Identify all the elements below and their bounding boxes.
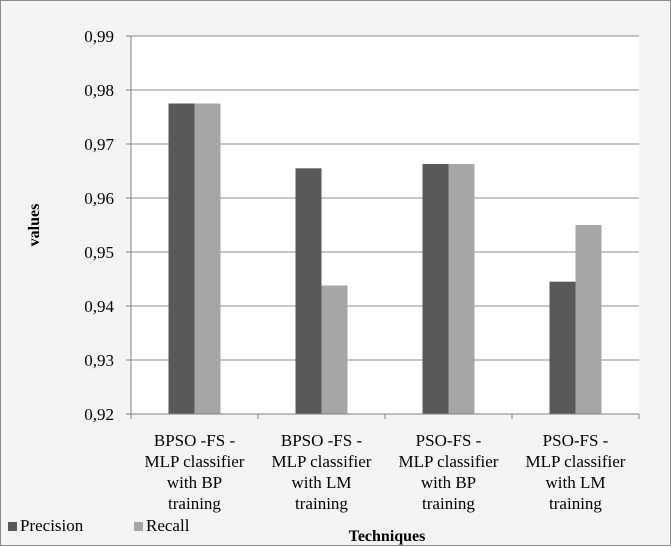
x-category-label: PSO-FS -MLP classifier with BP training: [399, 431, 499, 513]
bar-precision-4: [549, 281, 576, 414]
x-category-label: PSO-FS -MLP classifier with LM training: [526, 431, 626, 513]
bar-precision-1: [168, 103, 195, 414]
bar-recall-2: [321, 285, 348, 414]
y-tick-label: 0,99: [84, 27, 114, 46]
bar-precision-2: [295, 168, 322, 414]
y-tick-label: 0,97: [84, 135, 114, 154]
bar-precision-3: [422, 163, 449, 414]
y-axis-title: values: [26, 204, 43, 247]
y-tick-label: 0,98: [84, 81, 114, 100]
x-category-label: BPSO -FS -MLP classifier with LM training: [272, 431, 372, 513]
legend: Precision Recall: [8, 516, 190, 535]
bars: [168, 103, 602, 414]
x-category-labels: BPSO -FS -MLP classifier with BP training B…: [145, 431, 626, 513]
legend-label-recall: Recall: [146, 516, 190, 535]
bar-recall-1: [194, 103, 221, 414]
bar-recall-3: [448, 163, 475, 414]
x-category-label: BPSO -FS -MLP classifier with BP training: [145, 431, 245, 513]
legend-label-precision: Precision: [20, 516, 84, 535]
bar-recall-4: [575, 225, 602, 414]
legend-swatch-precision: [8, 522, 17, 531]
y-tick-label: 0,93: [84, 351, 114, 370]
y-tick-label: 0,92: [84, 405, 114, 424]
legend-swatch-recall: [134, 522, 143, 531]
y-tick-labels: 0,92 0,93 0,94 0,95 0,96 0,97 0,98 0,99: [84, 27, 114, 424]
y-tick-label: 0,95: [84, 243, 114, 262]
y-tick-label: 0,94: [84, 297, 114, 316]
x-axis-title: Techniques: [349, 528, 426, 545]
y-tick-label: 0,96: [84, 189, 114, 208]
